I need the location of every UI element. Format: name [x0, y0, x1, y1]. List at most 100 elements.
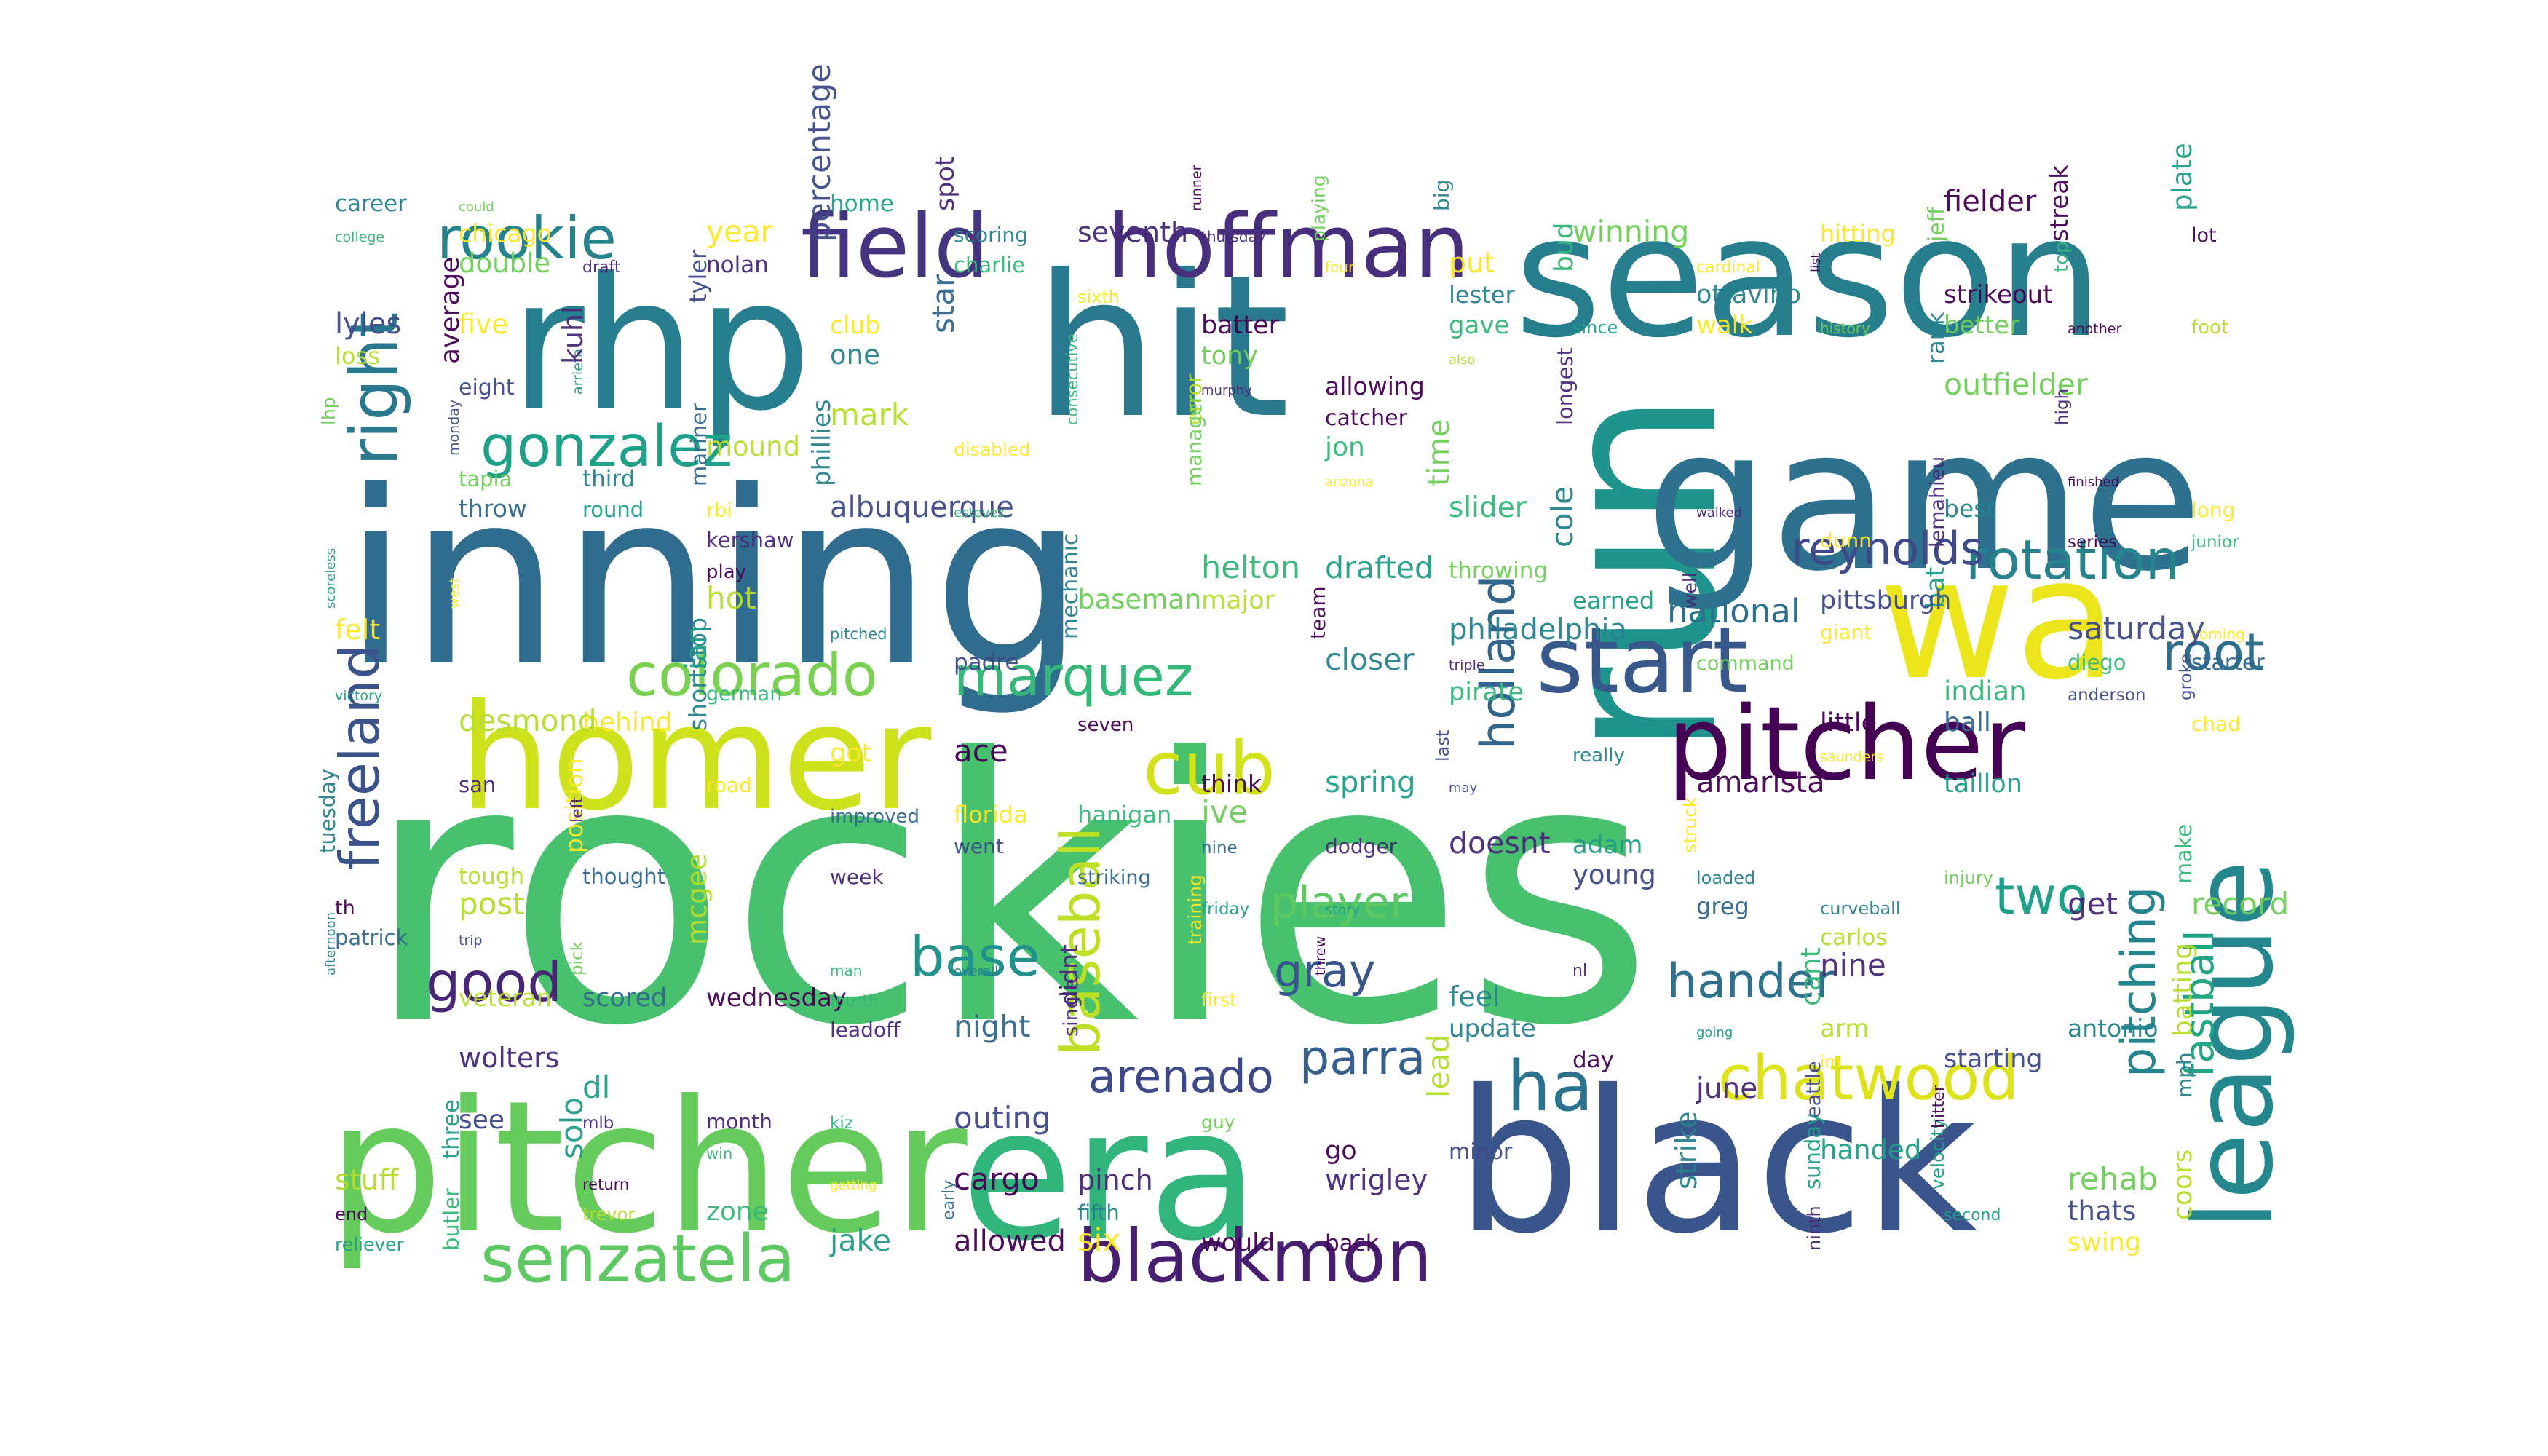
word-pittsburgh: pittsburgh — [1820, 586, 1951, 615]
word-average: average — [435, 257, 465, 364]
word-coors: coors — [2168, 1150, 2198, 1220]
word-kiz: kiz — [830, 1114, 853, 1133]
word-scored: scored — [582, 984, 667, 1013]
word-error: error — [1182, 374, 1206, 425]
word-albuquerque: albuquerque — [830, 491, 1014, 524]
word-mound: mound — [706, 431, 800, 462]
word-june: june — [1696, 1072, 1757, 1105]
word-butler: butler — [439, 1188, 464, 1251]
word-felt: felt — [335, 614, 380, 646]
word-injury: injury — [1944, 868, 1993, 888]
word-striking: striking — [1077, 866, 1151, 889]
word-field: field — [801, 197, 989, 298]
word-catcher: catcher — [1325, 405, 1408, 431]
word-pick: pick — [568, 941, 587, 976]
word-desmond: desmond — [459, 703, 597, 738]
word-inning: inning — [342, 440, 1085, 719]
word-thats: thats — [2068, 1195, 2136, 1227]
word-strikeout: strikeout — [1944, 280, 2053, 309]
word-month: month — [706, 1109, 772, 1133]
word-lhp: lhp — [318, 397, 339, 425]
word-root: root — [2162, 622, 2264, 682]
word-club: club — [830, 311, 880, 339]
word-holland: holland — [1471, 576, 1526, 750]
word-get: get — [2068, 886, 2118, 922]
word-slider: slider — [1449, 491, 1527, 524]
word-left: left — [569, 796, 587, 823]
word-arenado: arenado — [1088, 1050, 1274, 1103]
word-mcgee: mcgee — [681, 854, 713, 945]
word-san: san — [459, 772, 496, 797]
word-wolters: wolters — [459, 1042, 560, 1074]
word-time: time — [1421, 419, 1456, 486]
word-walked: walked — [1696, 505, 1742, 521]
word-little: little — [1820, 708, 1877, 737]
word-greg: greg — [1696, 893, 1749, 920]
word-ian: ian — [680, 625, 713, 670]
word-story: story — [1325, 902, 1360, 918]
word-draft: draft — [582, 258, 621, 277]
word-throwing: throwing — [1449, 558, 1548, 584]
word-walk: walk — [1696, 311, 1753, 340]
word-murphy: murphy — [1201, 383, 1252, 398]
word-giant: giant — [1820, 620, 1872, 644]
word-throw: throw — [459, 494, 527, 523]
word-lot: lot — [2191, 224, 2217, 247]
word-kershaw: kershaw — [706, 528, 794, 553]
word-wrigley: wrigley — [1325, 1164, 1428, 1197]
word-young: young — [1572, 859, 1656, 890]
word-think: think — [1201, 769, 1262, 798]
word-veteran: veteran — [459, 984, 552, 1012]
word-pinch: pinch — [1077, 1164, 1153, 1196]
word-ninth: ninth — [1804, 1206, 1824, 1251]
word-see: see — [459, 1105, 505, 1135]
word-coming: coming — [2191, 625, 2245, 643]
word-first: first — [1201, 989, 1237, 1010]
word-would: would — [1201, 1228, 1275, 1257]
word-ottavino: ottavino — [1696, 280, 1801, 309]
word-baseball: baseball — [1048, 827, 1112, 1056]
word-cub: cub — [1143, 726, 1275, 811]
word-threw: threw — [1313, 936, 1329, 976]
word-went: went — [954, 834, 1004, 858]
word-eight: eight — [459, 375, 515, 400]
word-end: end — [335, 1204, 368, 1224]
word-charlie: charlie — [954, 253, 1025, 277]
word-doesnt: doesnt — [1449, 826, 1551, 860]
word-night: night — [954, 1009, 1030, 1044]
word-blackmon: blackmon — [1077, 1214, 1432, 1299]
word-seventh: seventh — [1077, 216, 1188, 248]
word-chad: chad — [2191, 712, 2241, 736]
word-well: well — [1679, 572, 1701, 609]
word-hitter: hitter — [1930, 1084, 1948, 1128]
word-list: list — [1808, 253, 1824, 272]
word-spot: spot — [931, 156, 960, 211]
word-swing: swing — [2068, 1228, 2141, 1257]
word-cargo: cargo — [954, 1161, 1040, 1197]
word-go: go — [1325, 1136, 1357, 1166]
word-seven: seven — [1077, 714, 1133, 736]
word-tapia: tapia — [459, 467, 512, 491]
word-spring: spring — [1325, 766, 1416, 799]
word-closer: closer — [1325, 642, 1415, 677]
word-year: year — [706, 214, 773, 249]
word-allowing: allowing — [1325, 372, 1425, 400]
word-trevor: trevor — [582, 1204, 635, 1224]
word-cant: cant — [1795, 947, 1827, 1006]
word-home: home — [830, 191, 894, 217]
word-phillies: phillies — [807, 399, 836, 486]
word-outfielder: outfielder — [1944, 367, 2088, 402]
word-german: german — [706, 683, 782, 705]
word-early: early — [940, 1180, 958, 1220]
word-hitting: hitting — [1820, 220, 1896, 248]
word-good: good — [426, 950, 562, 1014]
word-black: black — [1456, 1048, 1978, 1277]
word-five: five — [459, 309, 508, 340]
word-high: high — [2053, 389, 2072, 425]
word-feel: feel — [1449, 981, 1500, 1013]
word-rehab: rehab — [2068, 1161, 2158, 1198]
word-amarista: amarista — [1696, 766, 1825, 799]
word-jeff: jeff — [1924, 206, 1950, 242]
word-adam: adam — [1572, 831, 1642, 860]
word-mark: mark — [830, 397, 909, 432]
